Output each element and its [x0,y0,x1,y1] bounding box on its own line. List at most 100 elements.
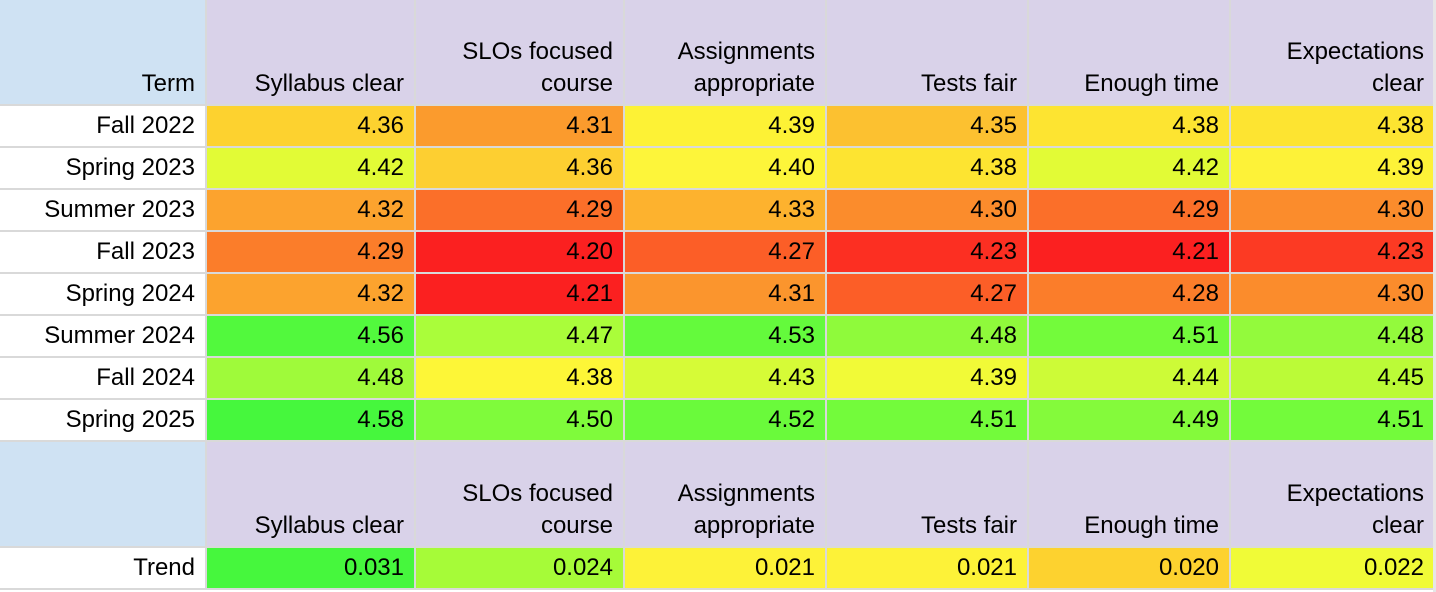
main-column-header[interactable]: Enough time [1029,0,1231,106]
value-text: 4.50 [566,406,613,433]
trend-value-cell[interactable]: 0.024 [416,548,625,590]
value-cell[interactable]: 4.31 [625,274,827,316]
value-cell[interactable]: 4.30 [827,190,1029,232]
trend-column-header[interactable]: Assignments appropriate [625,442,827,548]
value-text: 4.38 [970,154,1017,181]
value-cell[interactable]: 4.29 [207,232,416,274]
value-cell[interactable]: 4.35 [827,106,1029,148]
value-cell[interactable]: 4.44 [1029,358,1231,400]
value-cell[interactable]: 4.27 [827,274,1029,316]
trend-value-text: 0.022 [1363,554,1424,581]
value-cell[interactable]: 4.28 [1029,274,1231,316]
value-cell[interactable]: 4.38 [1029,106,1231,148]
value-cell[interactable]: 4.47 [416,316,625,358]
value-cell[interactable]: 4.21 [1029,232,1231,274]
value-text: 4.38 [1172,112,1219,139]
value-cell[interactable]: 4.29 [416,190,625,232]
value-cell[interactable]: 4.23 [827,232,1029,274]
trend-column-header[interactable]: Enough time [1029,442,1231,548]
value-cell[interactable]: 4.48 [1231,316,1436,358]
main-column-header[interactable]: Assignments appropriate [625,0,827,106]
value-cell[interactable]: 4.38 [827,148,1029,190]
row-term-cell[interactable]: Summer 2023 [0,190,207,232]
value-text: 4.32 [357,280,404,307]
trend-value-cell[interactable]: 0.022 [1231,548,1436,590]
term-header-label: Term [141,70,195,97]
trend-column-header[interactable]: Syllabus clear [207,442,416,548]
value-text: 4.42 [1172,154,1219,181]
value-cell[interactable]: 4.38 [1231,106,1436,148]
value-cell[interactable]: 4.29 [1029,190,1231,232]
value-cell[interactable]: 4.39 [827,358,1029,400]
value-cell[interactable]: 4.20 [416,232,625,274]
value-cell[interactable]: 4.56 [207,316,416,358]
value-text: 4.27 [970,280,1017,307]
column-header-label: Tests fair [920,512,1017,539]
value-cell[interactable]: 4.38 [416,358,625,400]
row-term-cell[interactable]: Fall 2023 [0,232,207,274]
value-text: 4.38 [566,364,613,391]
row-term-cell[interactable]: Fall 2022 [0,106,207,148]
trend-value-cell[interactable]: 0.031 [207,548,416,590]
value-cell[interactable]: 4.50 [416,400,625,442]
value-cell[interactable]: 4.39 [1231,148,1436,190]
main-term-header[interactable]: Term [0,0,207,106]
value-cell[interactable]: 4.51 [827,400,1029,442]
value-text: 4.36 [566,154,613,181]
value-text: 4.21 [1172,238,1219,265]
value-text: 4.51 [970,406,1017,433]
trend-term-header[interactable] [0,442,207,548]
value-cell[interactable]: 4.32 [207,274,416,316]
value-text: 4.32 [357,196,404,223]
value-cell[interactable]: 4.21 [416,274,625,316]
trend-column-header[interactable]: Expectations clear [1231,442,1436,548]
row-term-cell[interactable]: Spring 2023 [0,148,207,190]
value-cell[interactable]: 4.32 [207,190,416,232]
trend-label-cell[interactable]: Trend [0,548,207,590]
main-column-header[interactable]: Tests fair [827,0,1029,106]
row-term-cell[interactable]: Fall 2024 [0,358,207,400]
term-label: Spring 2025 [65,406,195,433]
value-text: 4.31 [768,280,815,307]
trend-column-header[interactable]: Tests fair [827,442,1029,548]
value-cell[interactable]: 4.48 [827,316,1029,358]
trend-value-cell[interactable]: 0.020 [1029,548,1231,590]
row-term-cell[interactable]: Spring 2024 [0,274,207,316]
value-cell[interactable]: 4.45 [1231,358,1436,400]
main-column-header[interactable]: Syllabus clear [207,0,416,106]
column-header-label: Syllabus clear [254,70,404,97]
value-cell[interactable]: 4.30 [1231,274,1436,316]
value-cell[interactable]: 4.40 [625,148,827,190]
value-cell[interactable]: 4.49 [1029,400,1231,442]
value-cell[interactable]: 4.42 [207,148,416,190]
value-cell[interactable]: 4.33 [625,190,827,232]
value-cell[interactable]: 4.51 [1231,400,1436,442]
trend-value-text: 0.021 [754,554,815,581]
value-text: 4.23 [1377,238,1424,265]
row-term-cell[interactable]: Summer 2024 [0,316,207,358]
value-cell[interactable]: 4.36 [416,148,625,190]
value-cell[interactable]: 4.39 [625,106,827,148]
trend-column-header[interactable]: SLOs focused course [416,442,625,548]
value-cell[interactable]: 4.52 [625,400,827,442]
value-text: 4.38 [1377,112,1424,139]
value-cell[interactable]: 4.51 [1029,316,1231,358]
value-cell[interactable]: 4.43 [625,358,827,400]
trend-value-cell[interactable]: 0.021 [827,548,1029,590]
row-term-cell[interactable]: Spring 2025 [0,400,207,442]
value-cell[interactable]: 4.31 [416,106,625,148]
value-cell[interactable]: 4.48 [207,358,416,400]
value-cell[interactable]: 4.42 [1029,148,1231,190]
value-cell[interactable]: 4.30 [1231,190,1436,232]
value-cell[interactable]: 4.53 [625,316,827,358]
trend-value-cell[interactable]: 0.021 [625,548,827,590]
main-column-header[interactable]: SLOs focused course [416,0,625,106]
value-cell[interactable]: 4.58 [207,400,416,442]
value-cell[interactable]: 4.23 [1231,232,1436,274]
sheet-edge [1433,0,1436,592]
value-cell[interactable]: 4.27 [625,232,827,274]
main-column-header[interactable]: Expectations clear [1231,0,1436,106]
term-label: Summer 2023 [44,196,195,223]
value-cell[interactable]: 4.36 [207,106,416,148]
